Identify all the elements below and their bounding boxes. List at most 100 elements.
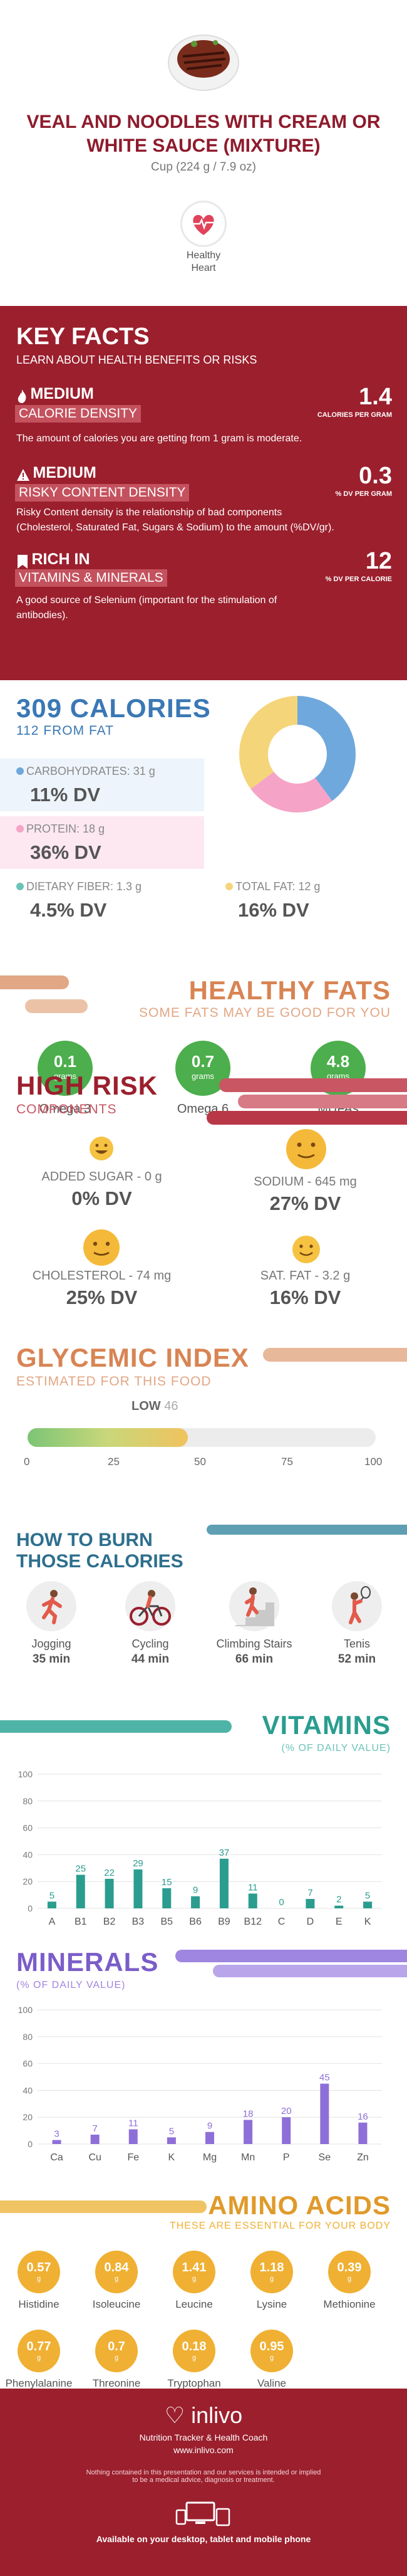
glycemic-axis: 0 25 50 75 100 xyxy=(24,1456,382,1471)
glycemic-tick: 75 xyxy=(281,1456,293,1468)
glycemic-tick: 0 xyxy=(24,1456,30,1468)
amino-circle: 1.41 g xyxy=(173,2251,215,2293)
glycemic-level: LOW 46 xyxy=(131,1399,178,1413)
risky-content-value: 0.3 xyxy=(359,463,392,489)
brand-logo: ♡ inlivo xyxy=(164,2402,243,2428)
sat-fat-label: SAT. FAT - 3.2 g xyxy=(260,1269,351,1283)
vitamins-title: VITAMINS xyxy=(262,1710,391,1740)
sat-fat-dv: 16% DV xyxy=(269,1286,341,1308)
amino-circle: 0.57 g xyxy=(18,2251,60,2293)
amino-name: Valine xyxy=(257,2377,286,2389)
added-sugar-label: ADDED SUGAR - 0 g xyxy=(41,1170,162,1184)
vitamin-ytick-label: 40 xyxy=(23,1849,33,1859)
tennis-icon xyxy=(332,1581,382,1631)
cycling-time: 44 min xyxy=(131,1653,170,1666)
healthy-heart-badge xyxy=(180,201,227,247)
amino-name: Isoleucine xyxy=(92,2298,141,2310)
added-sugar-dv: 0% DV xyxy=(71,1187,132,1209)
neutral-face-icon xyxy=(83,1229,120,1266)
mineral-value-label: 3 xyxy=(54,2129,59,2140)
key-facts-subtitle: LEARN ABOUT HEALTH BENEFITS OR RISKS xyxy=(16,354,257,366)
fat-dot-icon xyxy=(225,883,233,890)
mineral-category-label: Ca xyxy=(50,2152,63,2163)
vitamin-bar xyxy=(248,1893,257,1908)
heart-icon xyxy=(193,214,214,235)
carbs-dv: 11% DV xyxy=(30,784,101,806)
mineral-value-label: 18 xyxy=(243,2108,254,2119)
mineral-value-label: 20 xyxy=(281,2106,292,2116)
food-title: VEAL AND NOODLES WITH CREAM OR WHITE SAU… xyxy=(26,112,381,156)
healthy-fats-subtitle: SOME FATS MAY BE GOOD FOR YOU xyxy=(138,1006,391,1020)
carbs-label: CARBOHYDRATES: 31 g xyxy=(16,765,155,778)
mineral-ytick-label: 40 xyxy=(23,2085,33,2095)
amino-value: 0.18 xyxy=(182,2340,207,2353)
amino-circle: 0.84 g xyxy=(95,2251,138,2293)
tennis-label: Tenis xyxy=(343,1638,371,1650)
vitamin-category-label: E xyxy=(336,1916,343,1927)
risky-content-fact: MEDIUM xyxy=(16,464,96,482)
vitamin-category-label: K xyxy=(364,1916,371,1927)
mineral-ytick-label: 0 xyxy=(28,2139,33,2149)
burn-title-line2: THOSE CALORIES xyxy=(16,1551,183,1572)
amino-unit: g xyxy=(36,2275,41,2283)
vitamins-minerals-name: VITAMINS & MINERALS xyxy=(15,569,167,587)
vitamin-value-label: 37 xyxy=(219,1848,230,1858)
vitamins-minerals-unit: % DV PER CALORIE xyxy=(325,576,392,583)
amino-name: Lysine xyxy=(256,2298,287,2310)
amino-name: Phenylalanine xyxy=(5,2377,73,2389)
stairs-label: Climbing Stairs xyxy=(216,1638,292,1650)
calorie-density-unit: CALORIES PER GRAM xyxy=(317,411,392,419)
mineral-value-label: 16 xyxy=(358,2111,368,2122)
amino-value: 1.18 xyxy=(259,2261,284,2274)
jogging-icon xyxy=(26,1581,76,1631)
glycemic-deco-bar xyxy=(263,1348,407,1362)
mineral-category-label: Se xyxy=(319,2152,331,2163)
mineral-category-label: Fe xyxy=(127,2152,139,2163)
neutral-face-icon xyxy=(286,1128,327,1170)
risky-content-unit: % DV PER GRAM xyxy=(335,490,392,498)
vitamin-value-label: 25 xyxy=(75,1864,86,1874)
vitamin-category-label: D xyxy=(307,1916,314,1927)
footer-disclaimer: Nothing contained in this presentation a… xyxy=(86,2469,321,2484)
amino-circle: 0.7 g xyxy=(95,2330,138,2372)
vitamin-category-label: A xyxy=(49,1916,56,1927)
vitamins-minerals-desc: A good source of Selenium (important for… xyxy=(16,595,277,621)
vitamin-category-label: B3 xyxy=(132,1916,145,1927)
vitamin-ytick-label: 100 xyxy=(18,1769,33,1779)
amino-title: AMINO ACIDS xyxy=(208,2190,391,2220)
amino-circle: 0.18 g xyxy=(173,2330,215,2372)
amino-deco-bar xyxy=(0,2200,207,2213)
vitamins-deco-bar xyxy=(0,1720,232,1733)
fiber-dot-icon xyxy=(16,883,24,890)
vitamin-bar xyxy=(47,1901,56,1908)
donut-fat-segment xyxy=(239,696,356,812)
vitamin-value-label: 29 xyxy=(133,1858,143,1869)
glycemic-subtitle: ESTIMATED FOR THIS FOOD xyxy=(16,1374,212,1389)
footer-url[interactable]: www.inlivo.com xyxy=(173,2445,234,2455)
risk-deco-bar-0 xyxy=(219,1078,407,1092)
jogging-time: 35 min xyxy=(32,1653,71,1666)
carbs-dot-icon xyxy=(16,767,24,775)
mineral-value-label: 11 xyxy=(128,2118,138,2128)
protein-label: PROTEIN: 18 g xyxy=(16,823,105,836)
amino-name: Methionine xyxy=(323,2298,376,2310)
vitamins-subtitle: (% OF DAILY VALUE) xyxy=(281,1743,391,1753)
glycemic-tick: 25 xyxy=(108,1456,120,1468)
cycling-icon xyxy=(125,1581,175,1631)
glycemic-fill xyxy=(28,1428,188,1447)
mineral-category-label: K xyxy=(168,2152,175,2163)
risky-content-level: MEDIUM xyxy=(33,464,96,481)
vitamin-value-label: 11 xyxy=(248,1882,258,1893)
cholesterol-dv: 25% DV xyxy=(66,1286,138,1308)
sodium-dv: 27% DV xyxy=(269,1192,341,1214)
risk-deco-bar-2 xyxy=(207,1111,407,1125)
amino-circle: 0.77 g xyxy=(18,2330,60,2372)
vitamin-bar xyxy=(306,1899,315,1908)
mineral-value-label: 9 xyxy=(207,2121,212,2132)
vitamin-ytick-label: 60 xyxy=(23,1823,33,1833)
mineral-ytick-label: 60 xyxy=(23,2059,33,2069)
amino-value: 1.41 xyxy=(182,2261,207,2274)
mineral-category-label: Cu xyxy=(88,2152,101,2163)
vitamin-value-label: 15 xyxy=(162,1877,172,1888)
devices-icon xyxy=(175,2501,232,2526)
